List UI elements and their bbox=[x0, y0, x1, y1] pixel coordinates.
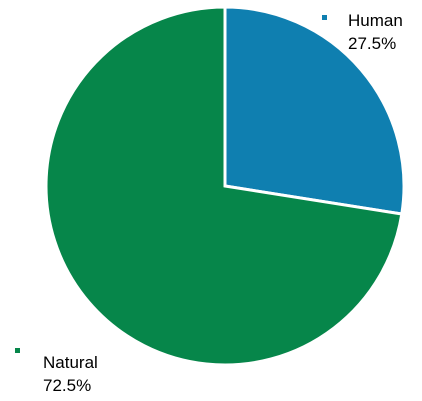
slice-percent-human: 27.5% bbox=[348, 34, 396, 53]
slice-percent-natural: 72.5% bbox=[43, 376, 91, 395]
label-marker-human bbox=[322, 15, 327, 20]
slice-label-human: Human bbox=[348, 11, 403, 30]
label-marker-natural bbox=[15, 348, 20, 353]
pie-slices bbox=[46, 7, 404, 365]
slice-label-natural: Natural bbox=[43, 353, 98, 372]
